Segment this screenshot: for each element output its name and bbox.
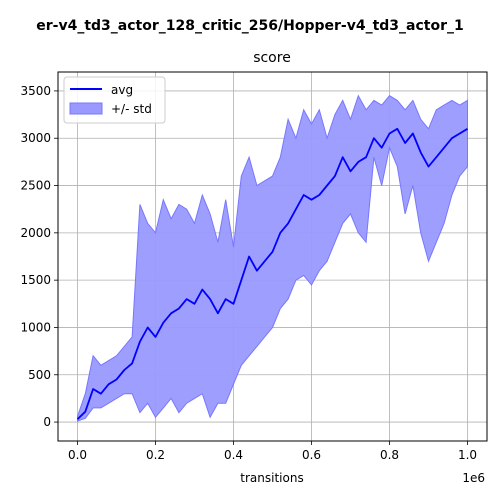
chart-title: score	[253, 50, 291, 66]
x-tick-label: 0.2	[146, 448, 165, 462]
x-tick-label: 1.0	[458, 448, 477, 462]
x-tick-label: 0.4	[224, 448, 243, 462]
avg-line-layer	[76, 127, 468, 420]
legend: avg +/- std	[63, 76, 166, 124]
x-tick-label: 0.6	[302, 448, 321, 462]
y-tick-label: 1000	[20, 320, 51, 334]
figure-suptitle: er-v4_td3_actor_128_critic_256/Hopper-v4…	[36, 18, 463, 34]
axes-frame	[57, 71, 488, 442]
plot-area: 0.0 0.2 0.4 0.6 0.8 1.0 0 500 1000 1500 2000 2500 30…	[20, 71, 488, 462]
std-band	[77, 94, 468, 422]
std-band-layer	[77, 94, 468, 422]
y-tick-label: 3000	[20, 131, 51, 145]
x-tick-label: 0.0	[68, 448, 87, 462]
y-tick-label: 2000	[20, 226, 51, 240]
x-tick-label: 0.8	[380, 448, 399, 462]
x-axis-offset-label: 1e6	[462, 471, 485, 485]
y-tick-label: 2500	[20, 179, 51, 193]
y-tick-label: 1500	[20, 273, 51, 287]
y-tick-label: 3500	[20, 84, 51, 98]
tick-layer: 0.0 0.2 0.4 0.6 0.8 1.0 0 500 1000 1500 2000 2500 30…	[20, 84, 477, 462]
legend-std-label: +/- std	[111, 102, 152, 116]
avg-line	[76, 127, 468, 420]
legend-std-swatch	[69, 102, 103, 115]
y-tick-label: 500	[28, 368, 51, 382]
x-axis-label: transitions	[240, 471, 303, 485]
y-tick-label: 0	[43, 415, 51, 429]
legend-avg-label: avg	[111, 83, 133, 97]
